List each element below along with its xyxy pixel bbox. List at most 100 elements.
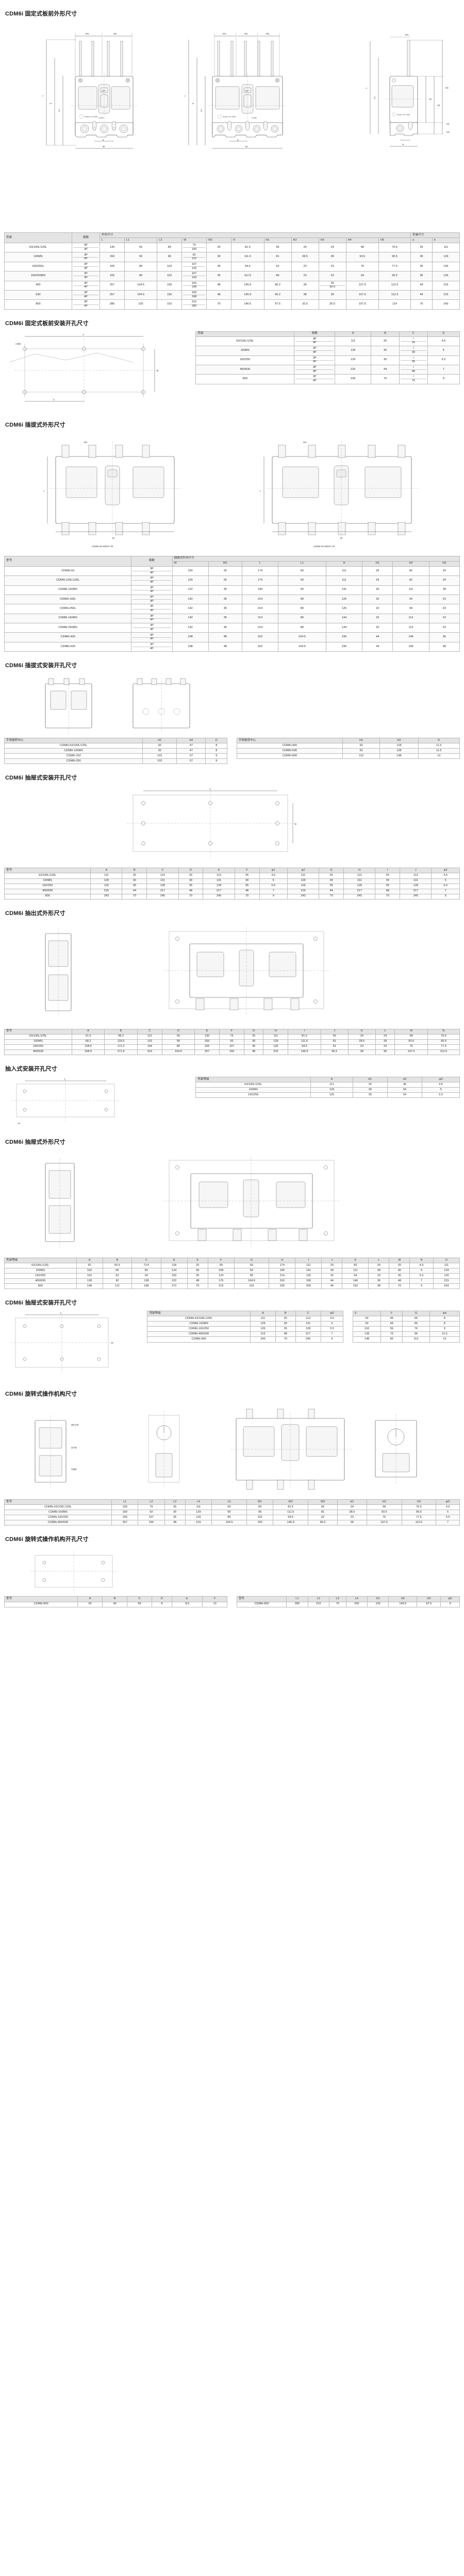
cell-v12: 70	[389, 1283, 410, 1290]
cell-v4: 48	[187, 1278, 208, 1284]
cell-C: /30	[399, 346, 428, 356]
th-B: B	[102, 1257, 132, 1263]
cell-v1: 35	[122, 883, 147, 889]
cell-frame: CDM6i-100MS	[4, 1510, 112, 1516]
table-body-sec3: CDM6i-63 3P 4P 100 25 174 50 111 29 82 24 CDM6i-100…	[4, 566, 460, 652]
cell-v9: 81	[320, 1039, 349, 1045]
cell-v7: 126	[263, 1044, 289, 1050]
drawing-svg-sec3: L W W1	[42, 440, 420, 548]
cell-v8: 190	[295, 1278, 322, 1284]
th-H: H	[343, 868, 376, 874]
cell-v3: 104.5	[278, 641, 326, 652]
cell-v4: 190	[325, 632, 363, 642]
cell-v4: 111	[325, 575, 363, 586]
cell-H: 81.5	[231, 243, 264, 253]
cell-v7: 38	[428, 641, 460, 652]
table-wrap-sec8: 壳架等级 A B C D E F G H I J K L M N O 63/100L/125L 92 50.5 73…	[4, 1257, 460, 1290]
cell-L1: 50	[124, 243, 158, 253]
cell-poles: 3P 4P	[294, 355, 336, 365]
cell-v11: 24	[375, 1033, 395, 1040]
cell-v2: 66	[402, 1316, 430, 1322]
cell-v5: 70	[234, 893, 260, 900]
th-: 壳架等级	[147, 1311, 251, 1317]
svg-text:A: A	[82, 333, 84, 336]
svg-text:LOAD: LOAD	[98, 117, 104, 119]
table-row: 63/100L/125L 3P 4P 111 25/25 4.5	[195, 336, 460, 347]
cell-v7: 111	[287, 873, 320, 879]
cell-v12: 76	[394, 1044, 428, 1050]
table-row: 400/630 168.5 271.5 314 104.5 257 150 48 215 145.…	[4, 1049, 460, 1055]
cell-v10: 25	[375, 873, 401, 879]
cell-v6: 94	[392, 604, 429, 614]
cell-L1: 102	[124, 299, 158, 310]
cell-v4: 25	[187, 1262, 208, 1269]
table-row: CDM6i-100L/125L 3P 4P 100 25 174 50 111 29 82 24	[4, 575, 460, 586]
svg-text:L: L	[259, 490, 261, 492]
cell-v2: 214	[242, 613, 279, 624]
cell-a: 44	[410, 280, 433, 291]
cell-v2: 194	[137, 1044, 162, 1050]
cell-v6: 81.5	[273, 1504, 309, 1511]
cell-v6: 82	[392, 566, 429, 577]
cell-H2: 28.5	[291, 252, 319, 262]
cell-H3: 36 36.5	[318, 280, 346, 291]
th-E: E	[353, 1311, 382, 1317]
cell-v2: 54	[387, 1092, 423, 1098]
cell-v7: 23	[428, 623, 460, 633]
svg-text:A: A	[64, 1078, 65, 1080]
cell-v9: 128	[343, 883, 376, 889]
cell-v1: 57	[176, 758, 206, 765]
cell-v2: 168	[131, 1283, 161, 1290]
table-row: 102 56 76 9	[353, 1326, 460, 1332]
cell-v3: 5.5	[320, 1326, 344, 1332]
table-row: CDM6i-400 3P 4P 198 48 310 104.5 190 44 146 36	[4, 632, 460, 642]
cell-v2: 11.5	[418, 743, 460, 749]
th-H2: H2	[388, 1596, 418, 1602]
cell-L: 257	[100, 290, 125, 300]
cell-poles: 3P 4P	[131, 613, 173, 624]
cell-v5: 176	[207, 1278, 235, 1284]
cell-v0: 102	[353, 1326, 382, 1332]
cell-v12: 5	[431, 878, 460, 884]
th-B-sec2: B	[371, 331, 400, 337]
cell-v1: 44	[122, 888, 147, 894]
th-B: B	[122, 868, 147, 874]
cell-v11: 131	[400, 878, 432, 884]
cell-L: 280	[100, 299, 125, 310]
cell-v11: 36	[375, 1049, 395, 1055]
section-title-3: CDM6i 插拔式外形尺寸	[5, 421, 65, 428]
cell-v9: 107.5	[366, 1520, 402, 1526]
cell-v6: 111	[392, 585, 429, 595]
table-body-sec9a: CDM6i-63/100L/125L 111 25 113 4.5 CDM6i-100MS…	[147, 1316, 344, 1343]
cell-v10: 36	[347, 1049, 376, 1055]
cell-v0: 102	[76, 1273, 103, 1279]
cell-v5: 32	[362, 623, 393, 633]
cell-v3: 4.5	[320, 1316, 344, 1322]
cell-v6: 94.5	[273, 1515, 309, 1521]
tables-wrap-sec4: 手柄旋转中心 H1 H2 D CDM6i-63/100L/125L 92 47 8 CDM6i…	[4, 738, 460, 765]
svg-text:W: W	[245, 145, 248, 148]
th-L2: L2	[138, 1499, 165, 1505]
cell-L2: 96	[157, 252, 183, 262]
cell-H: 111.5	[231, 252, 264, 262]
th-G: G	[243, 1028, 264, 1035]
cell-v10: 111	[342, 1268, 369, 1274]
cell-v0: 102	[142, 758, 177, 765]
cell-v3: 30	[178, 878, 204, 884]
cell-v6: 5	[259, 878, 288, 884]
th-: 型号	[4, 1499, 112, 1505]
table-row: 400/630 128 92 138 222 48 176 104.5 310 190 44 146 3…	[4, 1278, 460, 1284]
cell-v1: 25	[122, 873, 147, 879]
cell-frame: CDM6i-63/100L/125L	[147, 1316, 251, 1322]
cell-C: /35	[399, 355, 428, 365]
cell-v6: 48	[243, 1049, 264, 1055]
cell-v1: 210	[307, 1601, 330, 1607]
cell-v11: 23	[368, 1273, 390, 1279]
cell-v8: 111	[295, 1262, 322, 1269]
cell-v1: 47	[176, 743, 206, 749]
cell-v0: 165	[111, 1515, 139, 1521]
cell-v0: 92	[353, 1316, 382, 1322]
cell-poles: 3P 4P	[131, 585, 173, 595]
